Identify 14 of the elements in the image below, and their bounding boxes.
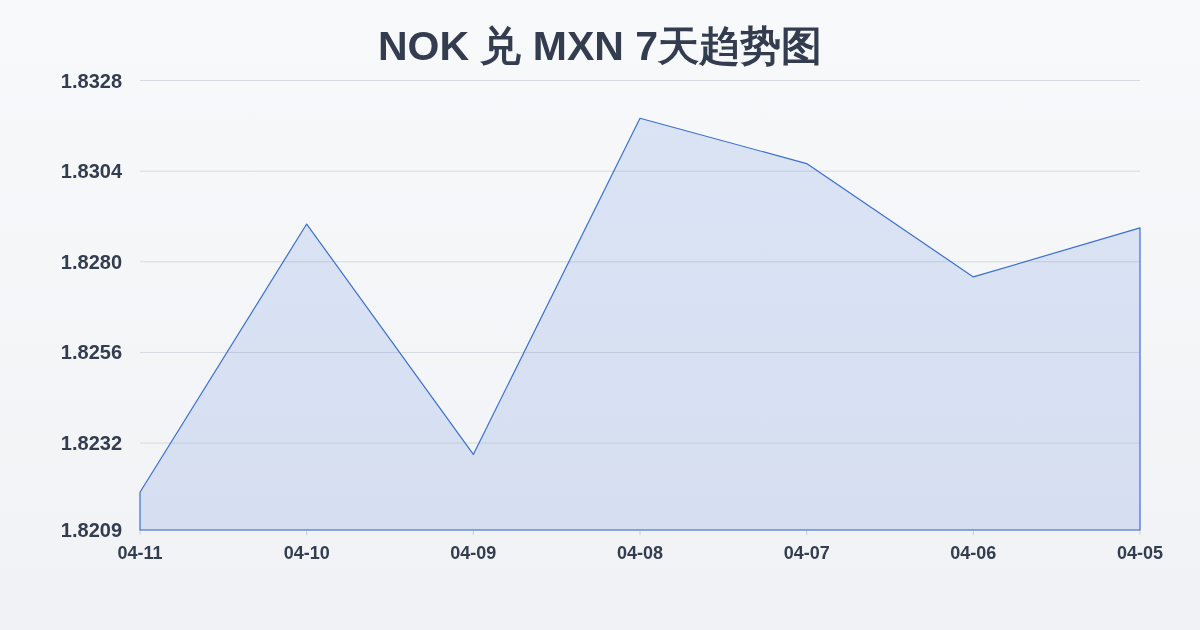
x-tick-label: 04-11 bbox=[117, 543, 163, 563]
x-tick-label: 04-09 bbox=[450, 543, 497, 563]
y-tick-label: 1.8280 bbox=[60, 250, 122, 273]
y-tick-label: 1.8209 bbox=[60, 519, 122, 541]
x-tick-label: 04-07 bbox=[783, 543, 830, 563]
y-tick-label: 1.8328 bbox=[60, 69, 122, 92]
y-tick-label: 1.8256 bbox=[60, 341, 122, 364]
title: NOK 兑 MXN 7天趋势图 bbox=[377, 23, 823, 69]
y-tick-label: 1.8304 bbox=[60, 160, 122, 183]
x-tick-label: 04-06 bbox=[950, 543, 997, 563]
x-tick-label: 04-05 bbox=[1117, 543, 1163, 563]
x-tick-label: 04-08 bbox=[617, 543, 663, 563]
x-tick-label: 04-10 bbox=[283, 543, 330, 563]
y-tick-label: 1.8232 bbox=[60, 432, 122, 455]
